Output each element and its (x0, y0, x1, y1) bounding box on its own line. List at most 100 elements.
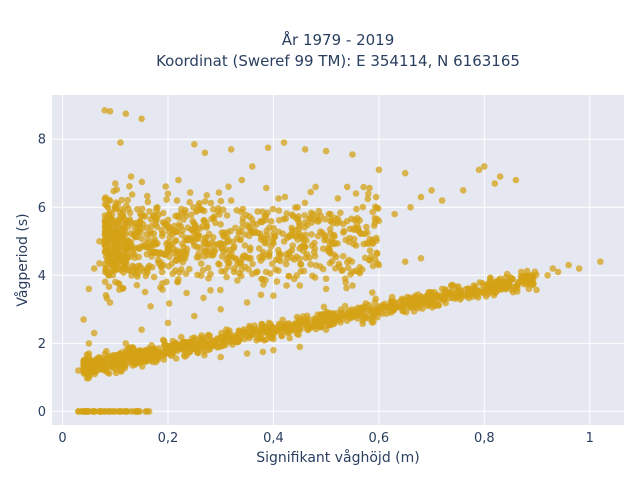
data-point (108, 258, 116, 266)
data-point (420, 299, 428, 306)
data-point (256, 253, 263, 261)
data-point (438, 285, 446, 293)
data-point (227, 338, 235, 346)
data-point (301, 199, 309, 207)
data-point (309, 272, 316, 280)
data-point (375, 261, 383, 269)
y-tick-label: 4 (38, 269, 46, 284)
data-point (85, 285, 93, 293)
data-point (375, 217, 383, 225)
data-point (239, 215, 247, 222)
data-point (149, 346, 156, 353)
data-point (220, 206, 227, 214)
chart-title: År 1979 - 2019 (282, 30, 395, 49)
data-point (155, 348, 162, 356)
data-point (237, 236, 244, 243)
data-point (122, 110, 130, 117)
data-point (117, 408, 124, 415)
data-point (166, 234, 173, 241)
data-point (349, 282, 356, 289)
data-point (114, 255, 122, 263)
data-point (528, 277, 535, 284)
data-point (138, 326, 145, 334)
data-point (481, 282, 488, 289)
data-point (136, 226, 143, 234)
data-point (351, 312, 359, 320)
data-point (85, 340, 93, 347)
data-point (304, 326, 312, 334)
data-point (350, 226, 358, 233)
data-point (285, 251, 293, 259)
data-point (340, 227, 348, 235)
data-point (96, 354, 104, 362)
data-point (294, 216, 302, 223)
data-point (322, 275, 330, 283)
data-point (575, 265, 583, 272)
data-point (230, 268, 238, 276)
data-point (314, 232, 322, 240)
data-point (217, 334, 224, 341)
data-point (272, 266, 279, 273)
x-tick-label: 0,4 (263, 431, 284, 446)
data-point (267, 243, 275, 250)
data-point (245, 266, 252, 273)
data-point (114, 360, 121, 368)
data-point (193, 253, 201, 261)
data-point (321, 215, 329, 223)
data-point (307, 188, 315, 196)
data-point (288, 326, 295, 333)
data-point (417, 193, 425, 201)
data-point (193, 207, 201, 214)
data-point (262, 268, 270, 276)
data-point (141, 243, 149, 251)
data-point (106, 299, 114, 306)
data-point (284, 234, 291, 241)
data-point (311, 322, 319, 329)
data-point (127, 408, 135, 415)
data-point (253, 325, 261, 333)
data-point (162, 183, 169, 190)
data-point (320, 303, 328, 311)
data-point (206, 244, 214, 252)
data-point (243, 350, 251, 357)
data-point (322, 147, 330, 155)
data-point (350, 235, 358, 243)
data-point (246, 244, 254, 251)
data-point (200, 340, 208, 347)
data-point (249, 270, 256, 278)
data-point (186, 199, 193, 206)
data-point (316, 263, 324, 270)
data-point (144, 192, 151, 200)
y-tick-label: 0 (38, 405, 46, 420)
data-point (341, 312, 348, 320)
data-point (301, 219, 309, 226)
data-point (172, 237, 179, 245)
data-point (523, 267, 531, 275)
data-point (172, 355, 180, 362)
data-point (122, 265, 130, 272)
data-point (103, 347, 110, 355)
data-point (163, 346, 171, 354)
data-point (366, 247, 374, 254)
data-point (227, 146, 235, 153)
data-point (146, 208, 153, 215)
data-point (165, 223, 173, 230)
data-point (241, 242, 249, 249)
data-point (101, 107, 108, 114)
data-point (186, 189, 194, 196)
data-point (227, 197, 235, 204)
data-point (166, 253, 173, 261)
data-point (301, 146, 309, 153)
data-point (150, 273, 158, 281)
data-point (201, 351, 208, 359)
y-axis-ticks: 0 2 4 6 8 (38, 133, 46, 420)
data-point (417, 254, 425, 262)
data-point (359, 320, 367, 328)
data-point (369, 208, 377, 216)
y-tick-label: 8 (38, 133, 46, 148)
data-point (153, 223, 161, 230)
data-point (85, 350, 93, 357)
data-point (106, 408, 114, 415)
data-point (352, 190, 360, 197)
